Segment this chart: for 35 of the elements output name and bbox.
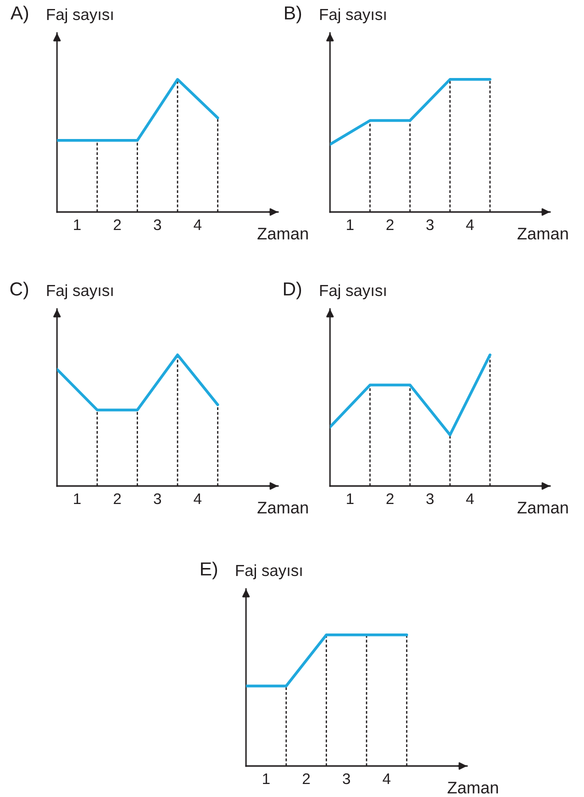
x-tick-label: 3 [342, 773, 350, 784]
x-tick-label: 3 [426, 493, 434, 504]
x-tick-label: 1 [346, 494, 354, 504]
chart-title: A) [10, 6, 28, 24]
x-axis-title: Zaman [518, 228, 568, 240]
chart-title: B) [285, 6, 302, 24]
x-tick-label: 1 [263, 774, 270, 784]
x-tick-label: 1 [74, 220, 81, 230]
x-tick-label: 2 [114, 219, 121, 230]
x-tick-label: 3 [426, 219, 434, 230]
x-tick-label: 4 [382, 774, 390, 784]
x-tick-label: 3 [154, 493, 162, 504]
x-axis-title: Zaman [518, 502, 568, 514]
x-axis-title: Zaman [258, 228, 308, 240]
x-tick-label: 4 [466, 494, 474, 504]
y-axis-title: Faj sayısı [320, 284, 386, 300]
x-tick-label: 2 [386, 219, 394, 230]
x-tick-label: 4 [466, 220, 474, 230]
y-axis-title: Faj sayısı [47, 8, 113, 24]
x-tick-label: 1 [74, 494, 81, 504]
chart-title: D) [284, 282, 302, 300]
x-axis-title: Zaman [258, 502, 308, 514]
x-tick-label: 4 [194, 220, 202, 230]
x-axis-title: Zaman [448, 782, 498, 794]
y-axis-title: Faj sayısı [236, 564, 302, 580]
chart-title: C) [10, 282, 28, 300]
x-tick-label: 1 [346, 220, 354, 230]
x-tick-label: 4 [194, 494, 202, 504]
x-tick-label: 2 [302, 773, 310, 784]
x-tick-label: 2 [114, 493, 121, 504]
x-tick-label: 3 [154, 219, 162, 230]
y-axis-title: Faj sayısı [47, 284, 113, 300]
y-axis-title: Faj sayısı [320, 8, 386, 24]
chart-title: E) [201, 562, 218, 580]
x-tick-label: 2 [386, 493, 394, 504]
